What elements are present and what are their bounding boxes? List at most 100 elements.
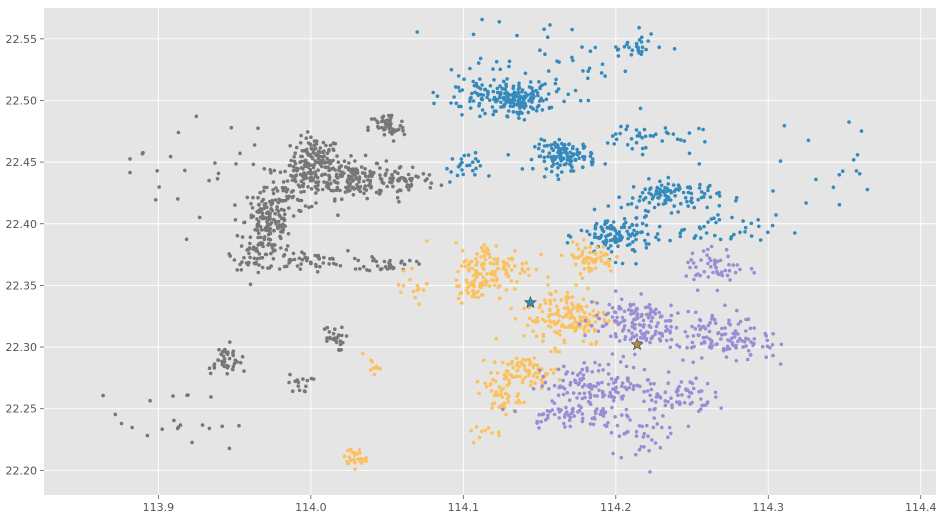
data-point [619,205,624,210]
data-point [636,46,641,50]
data-point [657,331,662,336]
data-point [492,401,497,405]
data-point [342,454,347,459]
data-point [637,199,642,203]
data-point [574,262,578,267]
data-point [364,456,369,460]
data-point [554,304,559,309]
data-point [668,238,672,243]
data-point [575,396,579,400]
data-point [630,223,635,227]
data-point [697,389,701,394]
data-point [493,360,497,365]
data-point [559,298,564,302]
data-point [389,115,393,120]
data-point [640,136,644,140]
data-point [514,400,519,405]
data-point [269,264,274,268]
data-point [599,409,604,414]
data-point [495,371,500,375]
data-point [493,273,497,278]
data-point [475,379,480,384]
data-point [350,450,355,455]
data-point [349,154,353,158]
data-point [562,99,566,104]
data-point [141,150,145,155]
data-point [689,196,694,200]
data-point [567,418,572,423]
data-point [581,238,586,242]
data-point [580,45,584,49]
data-point [273,248,277,253]
data-point [254,260,258,265]
data-point [624,127,628,132]
data-point [550,399,554,403]
data-point [749,234,754,238]
data-point [757,224,761,229]
data-point [256,270,261,275]
data-point [576,302,581,307]
data-point [634,205,639,210]
data-point [632,317,636,322]
data-point [583,333,587,338]
data-point [539,252,543,257]
data-point [771,353,775,358]
data-point [314,142,319,146]
data-point [565,241,570,245]
data-point [282,198,286,203]
data-point [242,369,246,373]
data-point [560,141,564,146]
y-tick-label: 22.30 [6,341,38,354]
data-point [806,138,811,143]
data-point [362,191,366,196]
data-point [705,253,709,257]
data-point [543,319,548,324]
data-point [651,134,656,138]
data-point [637,322,642,327]
data-point [652,407,656,412]
data-point [624,364,629,369]
data-point [804,201,808,205]
data-point [176,130,181,135]
data-point [395,178,400,182]
data-point [329,167,334,171]
data-point [329,188,334,193]
data-point [556,150,560,155]
data-point [417,302,421,306]
data-point [557,350,562,354]
data-point [220,424,224,429]
data-point [369,358,374,363]
data-point [624,387,629,392]
data-point [586,76,590,80]
data-point [622,222,626,227]
data-point [384,159,389,163]
data-point [256,231,261,235]
data-point [631,387,636,392]
data-point [593,45,598,50]
data-point [505,261,509,266]
data-point [303,159,307,163]
data-point [566,92,570,97]
data-point [561,156,566,160]
data-point [471,99,476,103]
data-point [459,157,464,161]
data-point [544,371,548,376]
data-point [540,381,545,385]
data-point [646,209,651,214]
data-point [472,83,477,88]
data-point [346,174,351,178]
data-point [271,256,276,261]
data-point [717,203,722,208]
data-point [478,92,483,97]
data-point [730,341,735,345]
data-point [398,165,403,169]
data-point [595,256,599,261]
data-point [291,251,296,256]
data-point [277,197,281,202]
data-point [494,336,499,341]
data-point [548,308,552,313]
data-point [421,172,426,176]
data-point [302,389,307,393]
data-point [859,129,864,133]
data-point [648,407,652,412]
